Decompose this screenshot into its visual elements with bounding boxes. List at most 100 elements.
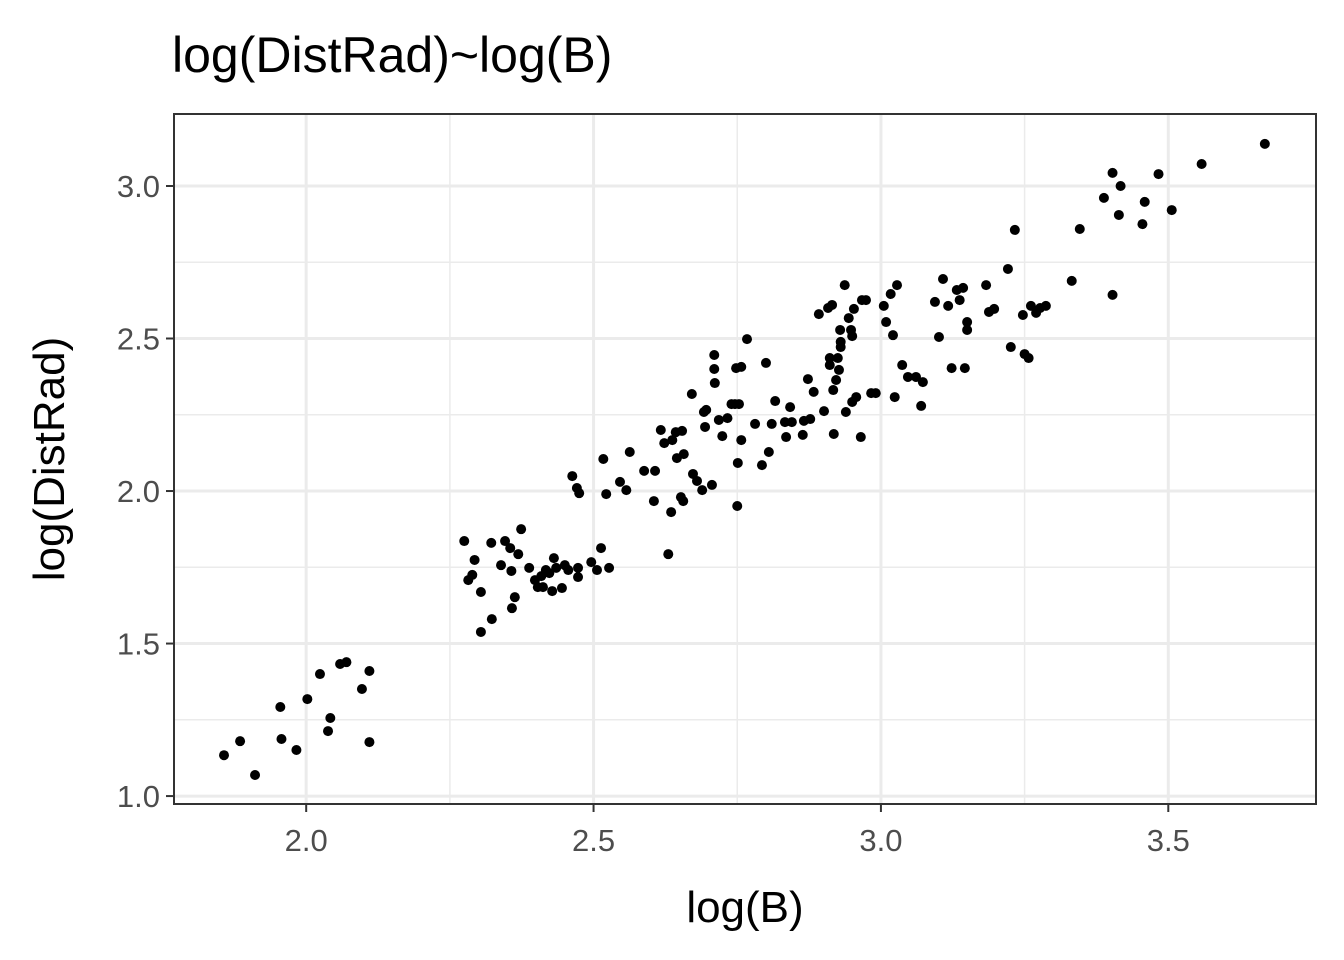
point <box>824 360 835 371</box>
point <box>1115 180 1126 191</box>
point <box>781 432 792 443</box>
point <box>887 330 898 341</box>
point <box>573 572 584 583</box>
point <box>700 421 711 432</box>
point <box>250 770 261 781</box>
point <box>750 418 761 429</box>
point <box>655 425 666 436</box>
point <box>709 364 720 375</box>
point <box>855 432 866 443</box>
point <box>962 317 973 328</box>
point <box>666 507 677 518</box>
point <box>1040 300 1051 311</box>
point <box>1025 300 1036 311</box>
point <box>916 400 927 411</box>
point <box>827 299 838 310</box>
point <box>897 360 908 371</box>
point <box>766 418 777 429</box>
y-tick-label: 1.5 <box>117 627 160 662</box>
point <box>835 336 846 347</box>
point <box>828 385 839 396</box>
point <box>1196 159 1207 170</box>
point <box>650 465 661 476</box>
point <box>946 363 957 374</box>
point <box>509 592 520 603</box>
point <box>556 583 567 594</box>
point <box>709 349 720 360</box>
point <box>639 465 650 476</box>
point <box>506 603 517 614</box>
point <box>847 331 858 342</box>
point <box>621 485 632 496</box>
point <box>917 377 928 388</box>
point <box>1017 310 1028 321</box>
point <box>717 431 728 442</box>
point <box>675 492 686 503</box>
point <box>786 417 797 428</box>
point <box>697 485 708 496</box>
point <box>500 536 511 547</box>
point <box>624 446 635 457</box>
point <box>364 666 375 677</box>
point <box>1074 224 1085 234</box>
point <box>567 471 578 482</box>
point <box>598 454 609 464</box>
point <box>943 300 954 311</box>
point <box>933 331 944 342</box>
point <box>276 734 287 745</box>
point <box>573 562 584 573</box>
point <box>881 317 892 328</box>
point <box>831 374 842 385</box>
point <box>341 657 352 668</box>
plot-background <box>174 114 1316 804</box>
point <box>902 371 913 382</box>
point <box>760 357 771 368</box>
point <box>732 500 743 511</box>
point <box>1098 192 1109 203</box>
chart-title: log(DistRad)~log(B) <box>172 27 612 83</box>
x-axis-label: log(B) <box>686 883 803 932</box>
point <box>544 568 555 579</box>
point <box>469 554 480 565</box>
point <box>835 324 846 335</box>
point <box>848 303 859 314</box>
point <box>486 614 497 625</box>
point <box>486 537 497 548</box>
point <box>889 392 900 403</box>
point <box>563 565 574 576</box>
point <box>828 428 839 439</box>
y-tick-label: 3.0 <box>117 169 160 204</box>
x-tick-label: 3.5 <box>1147 823 1190 858</box>
point <box>604 562 615 573</box>
point <box>706 479 717 490</box>
x-tick-label: 2.0 <box>285 823 328 858</box>
point <box>937 274 948 285</box>
point <box>291 745 302 756</box>
point <box>910 371 921 382</box>
point <box>742 334 753 345</box>
point <box>659 438 670 449</box>
point <box>692 475 703 486</box>
point <box>840 407 851 418</box>
point <box>275 701 286 712</box>
point <box>713 414 724 425</box>
point <box>506 565 517 576</box>
point <box>843 313 854 324</box>
point <box>989 303 1000 314</box>
point <box>870 388 881 399</box>
point <box>1023 353 1034 364</box>
point <box>785 402 796 413</box>
point <box>592 565 603 576</box>
point <box>1107 167 1118 178</box>
point <box>667 435 678 446</box>
point <box>1137 219 1148 230</box>
point <box>962 324 973 335</box>
point <box>805 414 816 425</box>
point <box>1259 138 1270 149</box>
point <box>459 536 470 547</box>
point <box>819 406 830 417</box>
point <box>763 446 774 457</box>
point <box>686 389 697 400</box>
point <box>722 413 733 424</box>
